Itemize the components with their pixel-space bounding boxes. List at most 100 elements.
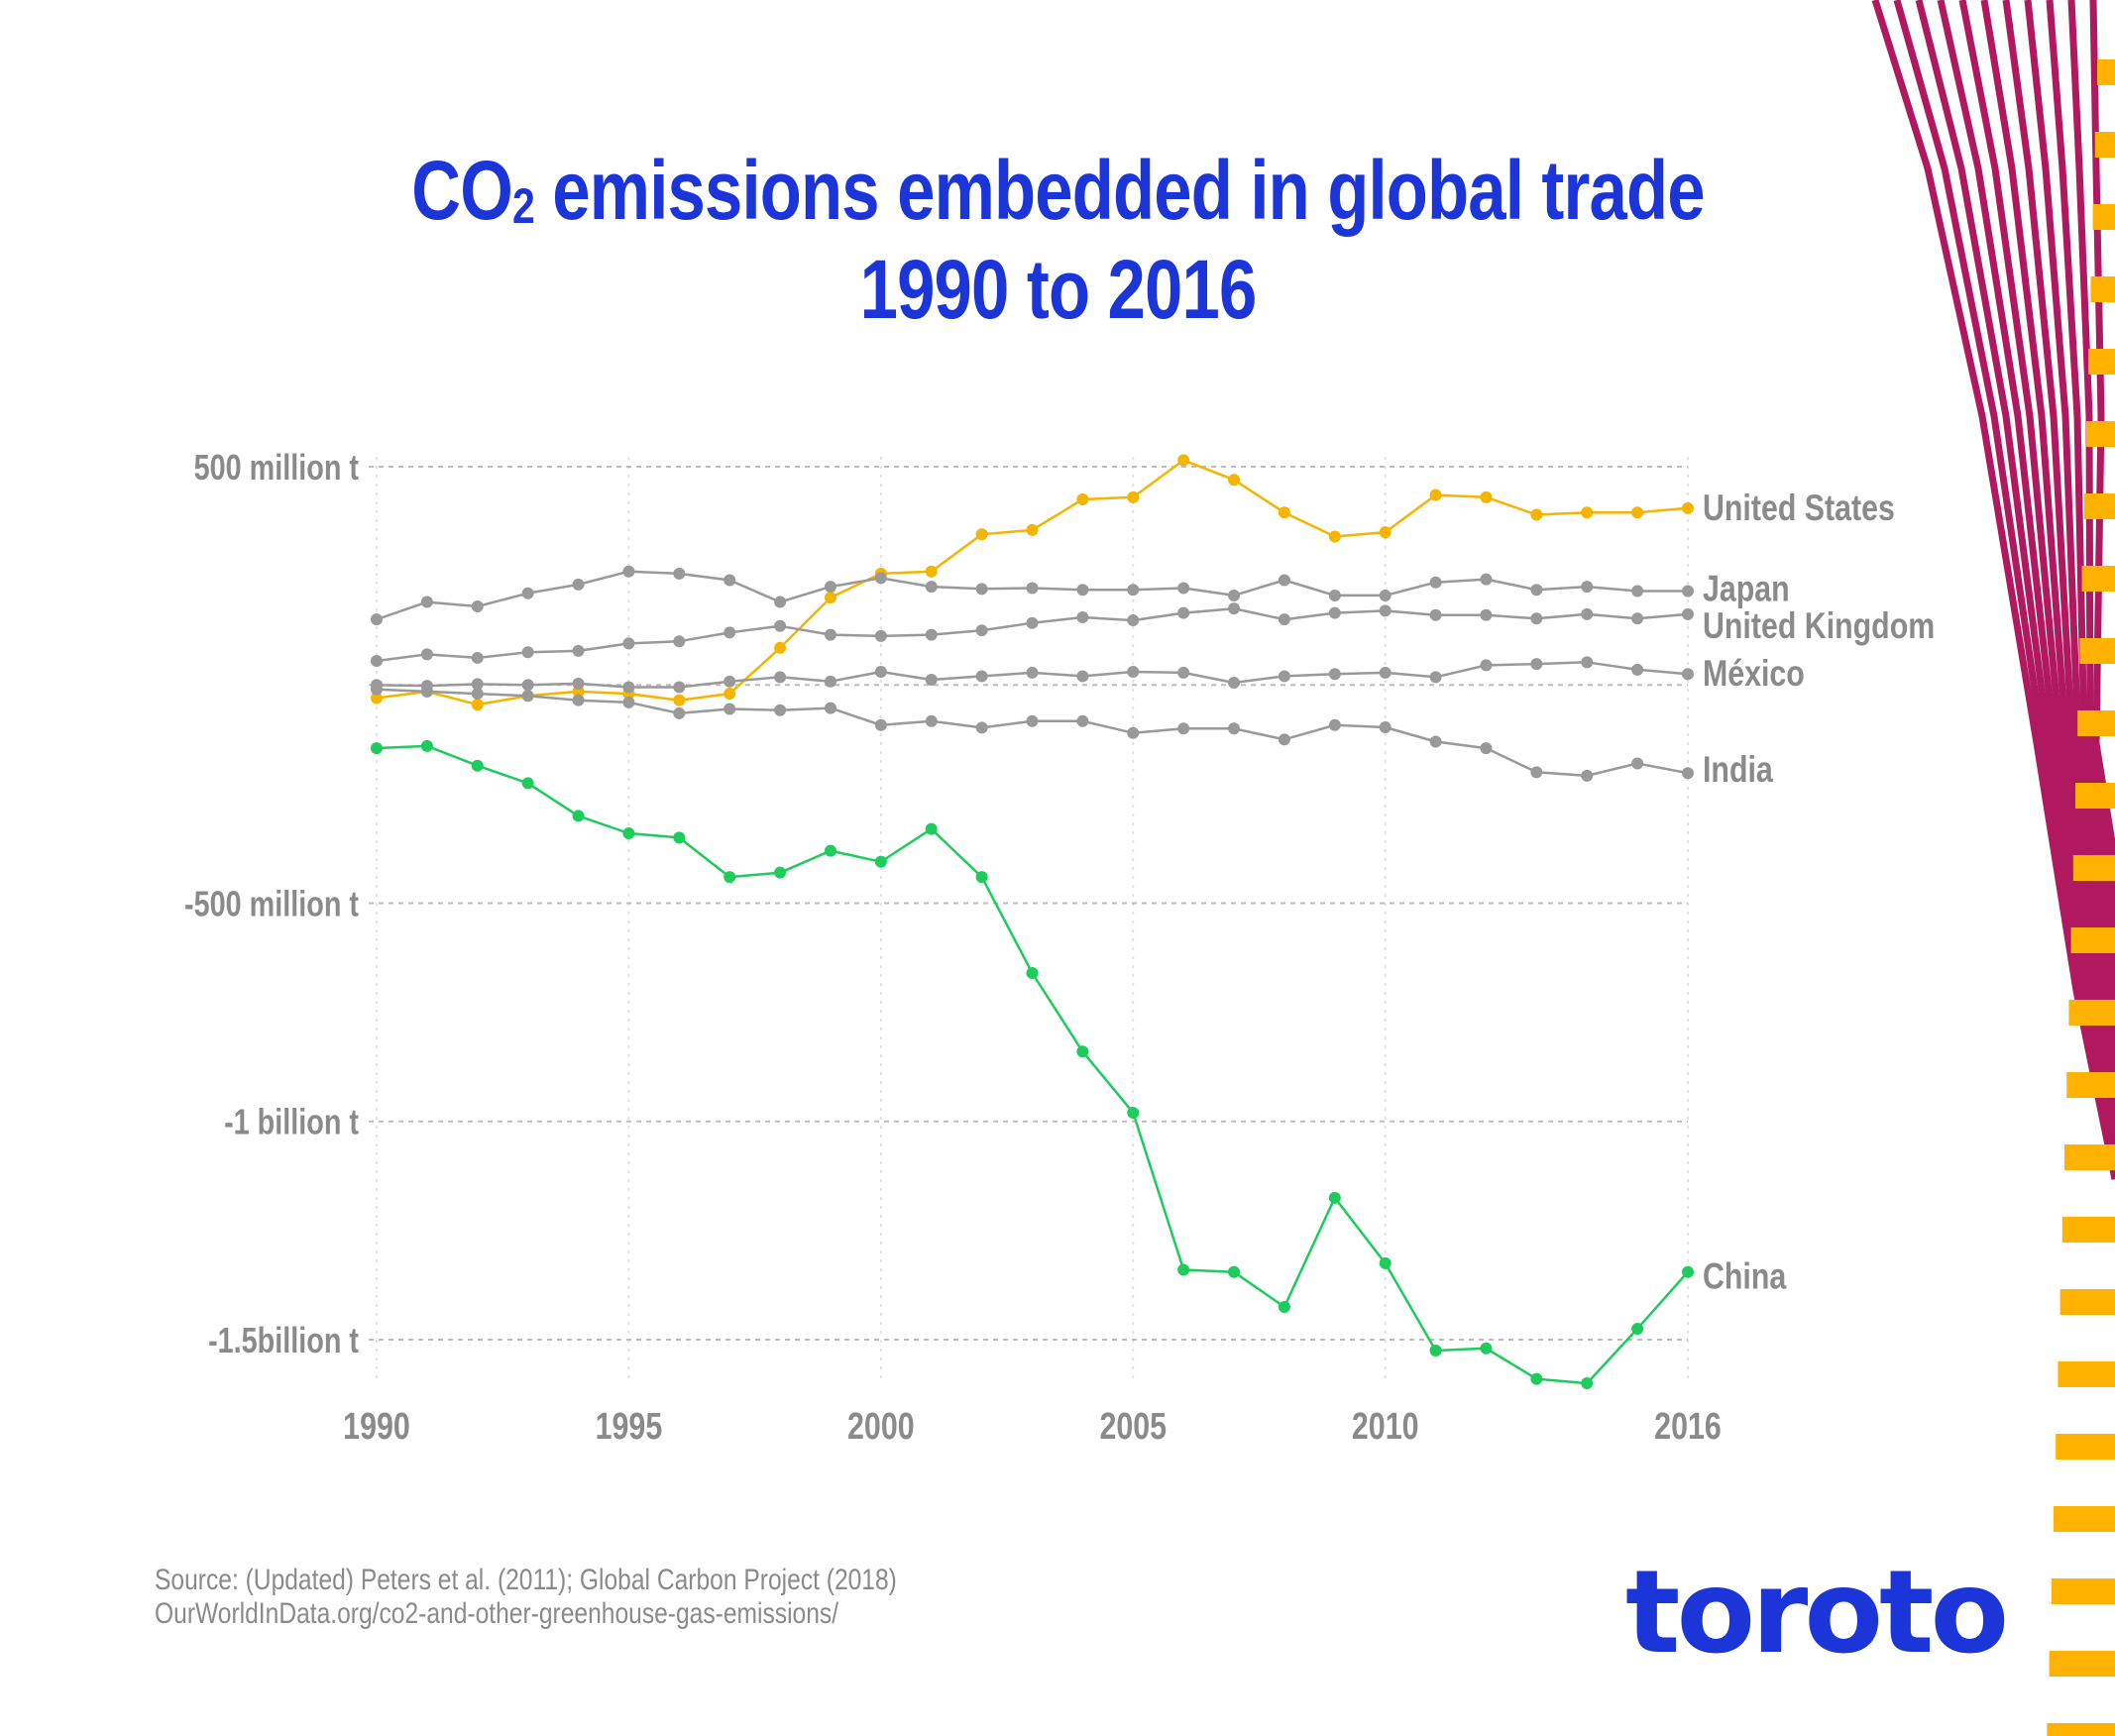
series-india: India xyxy=(371,683,1774,791)
series-united-states: United States xyxy=(371,454,1895,711)
series-china: China xyxy=(371,739,1787,1390)
decor-dash-2 xyxy=(2092,204,2115,230)
data-point-united-states-2007 xyxy=(1228,474,1241,487)
data-point-m-xico-2003 xyxy=(1026,666,1039,679)
x-tick-label-2016: 2016 xyxy=(1654,1406,1722,1448)
data-point-united-kingdom-1995 xyxy=(622,637,635,650)
data-point-japan-2011 xyxy=(1429,576,1442,589)
data-point-china-2002 xyxy=(975,871,988,884)
data-point-india-1994 xyxy=(572,694,585,706)
decor-dash-19 xyxy=(2056,1434,2115,1460)
data-point-china-2016 xyxy=(1682,1265,1694,1278)
data-point-united-kingdom-2003 xyxy=(1026,616,1039,629)
data-point-united-kingdom-2004 xyxy=(1076,610,1089,623)
decor-stripe-8 xyxy=(2046,0,2115,1179)
data-point-m-xico-2015 xyxy=(1631,663,1644,676)
data-point-india-2007 xyxy=(1228,722,1241,735)
data-point-united-states-1990 xyxy=(371,692,383,705)
data-point-japan-2010 xyxy=(1379,589,1391,601)
data-point-united-kingdom-2008 xyxy=(1278,613,1290,626)
series-label-china: China xyxy=(1703,1256,1787,1298)
data-point-japan-2003 xyxy=(1026,582,1039,595)
data-point-united-kingdom-1991 xyxy=(420,648,433,661)
data-point-india-2012 xyxy=(1480,742,1493,755)
data-point-m-xico-2010 xyxy=(1379,666,1391,679)
data-point-united-states-2002 xyxy=(975,528,988,541)
data-point-japan-2015 xyxy=(1631,585,1644,597)
data-point-united-kingdom-1990 xyxy=(371,655,383,668)
data-point-japan-2000 xyxy=(874,572,887,585)
data-point-china-2011 xyxy=(1429,1345,1442,1357)
data-point-china-1990 xyxy=(371,742,383,755)
series-label-japan: Japan xyxy=(1703,569,1790,610)
data-point-m-xico-2012 xyxy=(1480,659,1493,672)
data-point-m-xico-2001 xyxy=(925,673,938,686)
x-tick-label-2000: 2000 xyxy=(847,1406,915,1448)
data-point-m-xico-1996 xyxy=(673,681,686,694)
data-point-china-1992 xyxy=(471,759,484,772)
series-label-india: India xyxy=(1703,749,1774,791)
decor-dash-7 xyxy=(2081,566,2115,592)
data-point-india-2001 xyxy=(925,714,938,727)
source-line-2: OurWorldInData.org/co2-and-other-greenho… xyxy=(155,1597,839,1630)
data-point-united-kingdom-2015 xyxy=(1631,612,1644,625)
data-point-japan-2014 xyxy=(1581,581,1594,594)
data-point-india-2013 xyxy=(1530,766,1543,779)
data-point-india-1995 xyxy=(622,696,635,708)
decor-dash-13 xyxy=(2068,1000,2115,1026)
data-point-india-1990 xyxy=(371,683,383,696)
data-point-japan-1995 xyxy=(622,565,635,578)
decor-dash-20 xyxy=(2054,1506,2115,1532)
data-point-japan-2002 xyxy=(975,583,988,596)
chart-title: CO2 emissions embedded in global trade 1… xyxy=(191,149,1926,331)
data-point-united-kingdom-2012 xyxy=(1480,608,1493,621)
data-point-india-1991 xyxy=(420,685,433,698)
data-point-united-states-2009 xyxy=(1328,530,1341,543)
data-point-united-kingdom-2011 xyxy=(1429,608,1442,621)
x-tick-label-2010: 2010 xyxy=(1352,1406,1419,1448)
data-point-united-kingdom-1994 xyxy=(572,644,585,657)
series-label-united-kingdom: United Kingdom xyxy=(1703,605,1935,647)
data-point-united-states-2003 xyxy=(1026,523,1039,536)
data-point-china-2010 xyxy=(1379,1256,1391,1269)
data-point-m-xico-2006 xyxy=(1177,666,1190,679)
data-point-united-kingdom-1992 xyxy=(471,651,484,664)
data-point-japan-2001 xyxy=(925,581,938,594)
data-point-united-kingdom-2010 xyxy=(1379,604,1391,617)
data-point-japan-1997 xyxy=(724,574,736,587)
data-point-china-2013 xyxy=(1530,1372,1543,1385)
data-point-united-kingdom-2007 xyxy=(1228,602,1241,615)
data-point-united-kingdom-1993 xyxy=(521,646,534,659)
data-point-united-states-1996 xyxy=(673,694,686,706)
data-point-united-states-1999 xyxy=(824,592,836,604)
data-point-united-kingdom-1996 xyxy=(673,635,686,648)
decor-dash-8 xyxy=(2079,638,2115,664)
data-point-china-2015 xyxy=(1631,1322,1644,1335)
data-point-united-states-2008 xyxy=(1278,506,1290,519)
title-years: 1990 to 2016 xyxy=(859,243,1258,336)
decor-dash-14 xyxy=(2066,1072,2115,1098)
data-point-india-2006 xyxy=(1177,722,1190,735)
title-co: CO xyxy=(411,144,513,237)
title-rest: emissions embedded in global trade xyxy=(533,144,1705,237)
data-point-china-2003 xyxy=(1026,966,1039,979)
decor-stripe-7 xyxy=(2024,0,2115,1179)
data-point-china-1994 xyxy=(572,810,585,822)
data-point-japan-2007 xyxy=(1228,589,1241,601)
data-point-china-1993 xyxy=(521,777,534,790)
x-tick-label-2005: 2005 xyxy=(1099,1406,1167,1448)
x-tick-label-1995: 1995 xyxy=(596,1406,663,1448)
data-point-united-states-1997 xyxy=(724,688,736,701)
data-point-china-1997 xyxy=(724,871,736,884)
decor-dash-10 xyxy=(2075,783,2115,809)
data-point-japan-2008 xyxy=(1278,574,1290,587)
data-point-japan-2004 xyxy=(1076,584,1089,597)
decor-dash-11 xyxy=(2072,855,2115,881)
data-point-united-kingdom-1997 xyxy=(724,626,736,639)
data-point-united-kingdom-2005 xyxy=(1127,614,1140,627)
data-point-china-1999 xyxy=(824,844,836,857)
series-line-china xyxy=(376,744,1689,1385)
data-point-united-states-2006 xyxy=(1177,454,1190,467)
